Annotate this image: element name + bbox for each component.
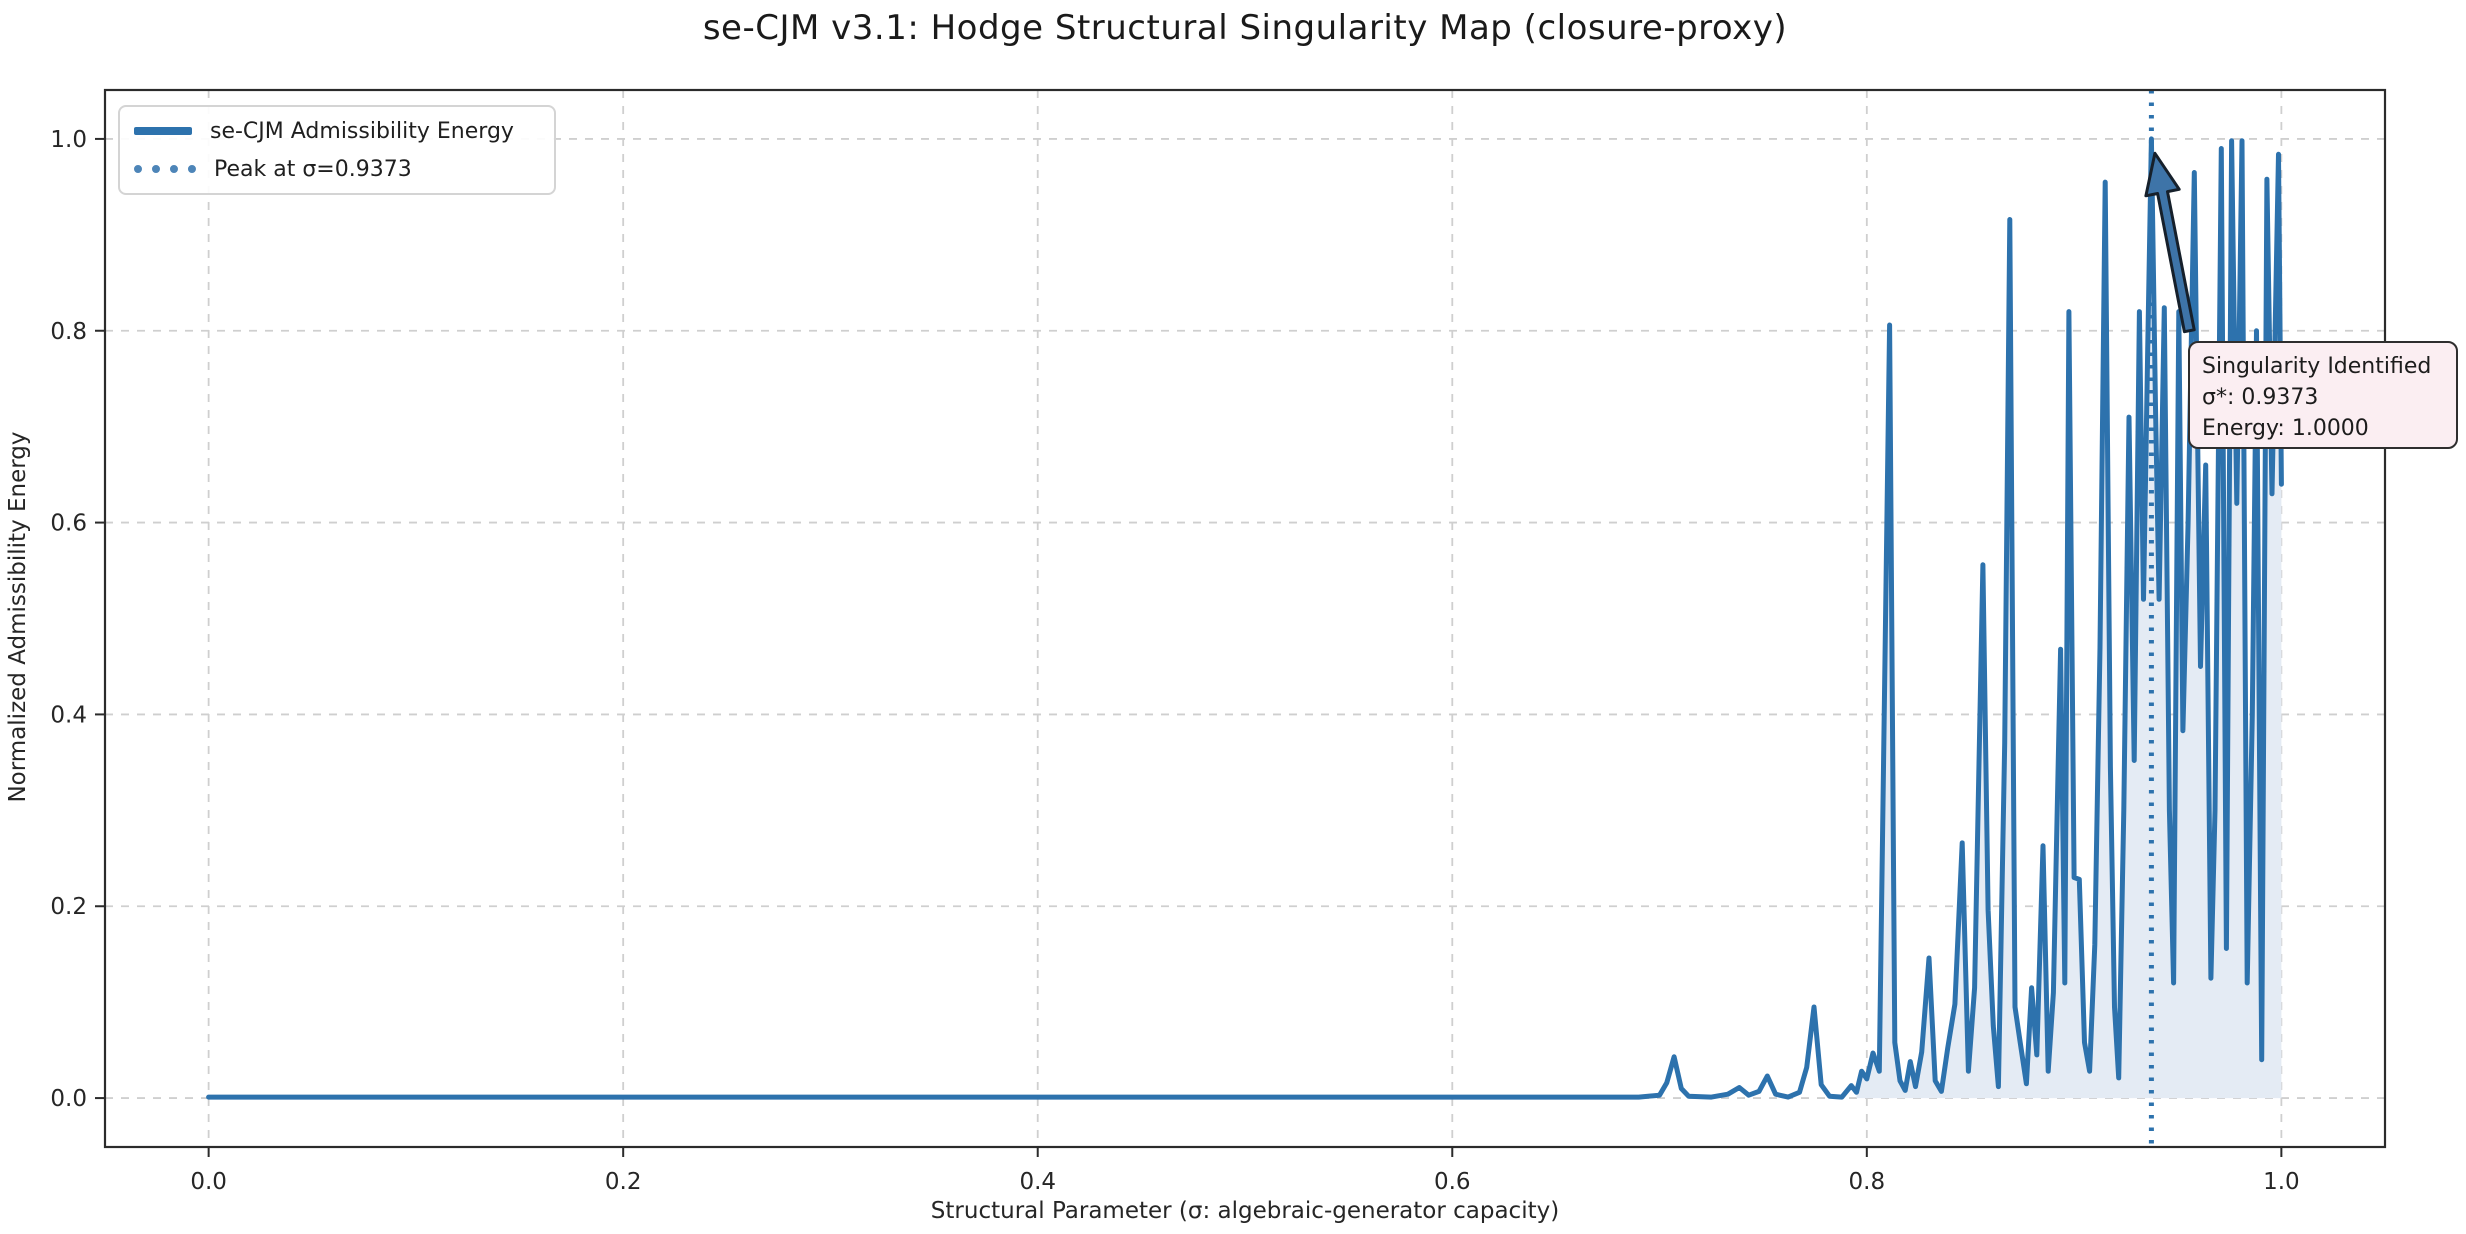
y-tick-label: 0.8 xyxy=(50,319,87,345)
x-tick-label: 0.6 xyxy=(1434,1169,1471,1195)
legend-item-peak: Peak at σ=0.9373 xyxy=(134,155,538,183)
x-tick-label: 1.0 xyxy=(2263,1169,2300,1195)
solid-line-swatch-icon xyxy=(134,127,192,135)
annotation-sigma-value: σ*: 0.9373 xyxy=(2202,385,2319,410)
y-tick-label: 0.4 xyxy=(50,702,87,728)
legend: se-CJM Admissibility Energy Peak at σ=0.… xyxy=(118,105,556,195)
singularity-annotation: Singularity Identified σ*: 0.9373 Energy… xyxy=(2188,341,2458,449)
y-axis-label: Normalized Admissibility Energy xyxy=(5,431,31,803)
x-tick-label: 0.0 xyxy=(190,1169,227,1195)
x-tick-label: 0.2 xyxy=(605,1169,642,1195)
y-tick-label: 0.6 xyxy=(50,511,87,537)
x-tick-label: 0.4 xyxy=(1019,1169,1056,1195)
dotted-line-swatch-icon xyxy=(134,165,196,173)
x-axis-label: Structural Parameter (σ: algebraic-gener… xyxy=(930,1198,1560,1224)
energy-curve xyxy=(206,136,2284,1100)
legend-label-energy: se-CJM Admissibility Energy xyxy=(210,118,514,144)
y-tick-label: 0.0 xyxy=(50,1086,87,1112)
annotation-title: Singularity Identified xyxy=(2202,354,2432,379)
plot-border xyxy=(103,88,2387,1149)
legend-label-peak: Peak at σ=0.9373 xyxy=(214,156,412,182)
annotation-arrow-icon xyxy=(2144,151,2196,334)
x-tick-label: 0.8 xyxy=(1849,1169,1886,1195)
legend-item-energy: se-CJM Admissibility Energy xyxy=(134,117,538,145)
annotation-energy-value: Energy: 1.0000 xyxy=(2202,416,2369,441)
y-tick-label: 0.2 xyxy=(50,894,87,920)
y-tick-label: 1.0 xyxy=(50,127,87,153)
chart-title: se-CJM v3.1: Hodge Structural Singularit… xyxy=(702,8,1788,48)
